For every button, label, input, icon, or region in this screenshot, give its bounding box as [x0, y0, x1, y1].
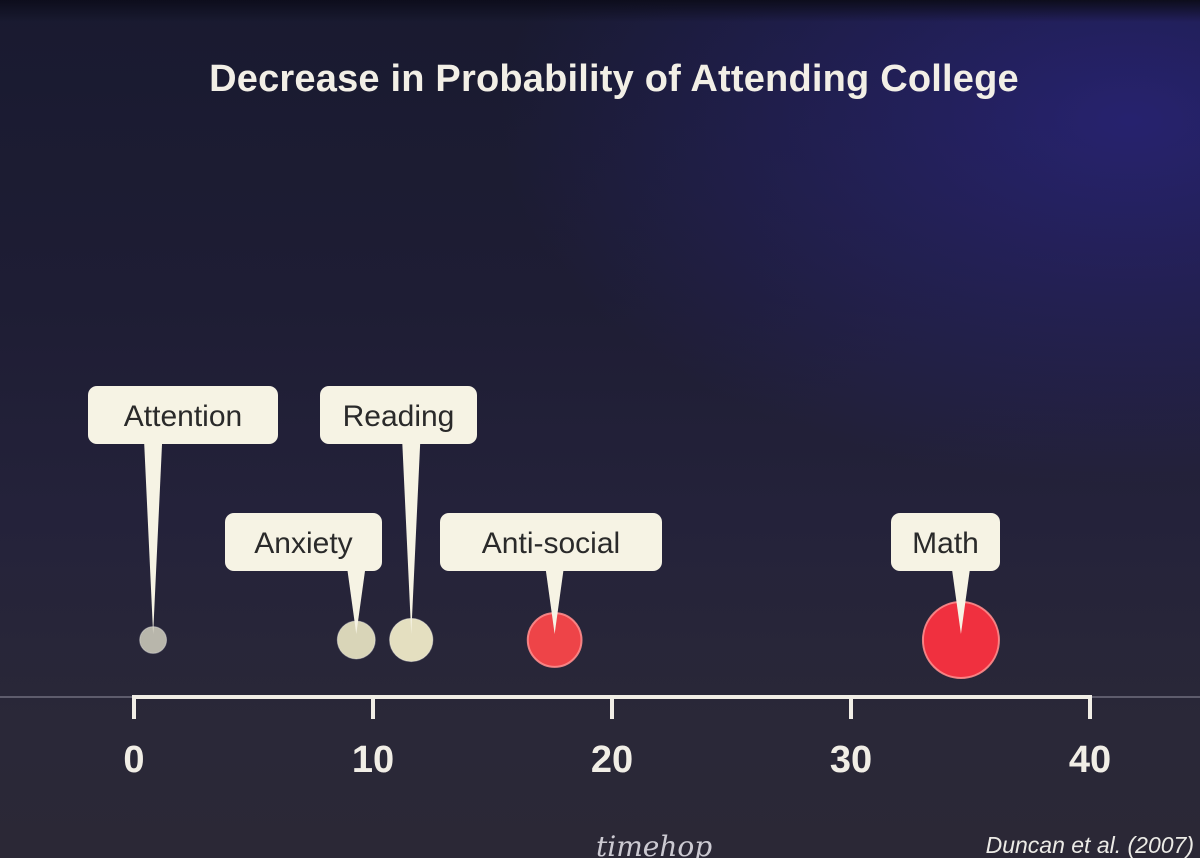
callout-box-reading — [320, 386, 477, 444]
callout-box-attention — [88, 386, 278, 444]
source-citation: Duncan et al. (2007) — [985, 832, 1194, 858]
callout-label-reading: Reading — [343, 400, 455, 433]
x-tick-label-10: 10 — [352, 739, 394, 781]
callout-reading: Reading — [320, 386, 477, 634]
callout-box-anti-social — [440, 513, 662, 571]
x-tick-label-30: 30 — [830, 739, 872, 781]
callout-label-attention: Attention — [124, 400, 242, 433]
callout-pointer-anxiety — [347, 569, 366, 634]
callout-pointer-reading — [402, 442, 421, 634]
screen-top-edge — [0, 0, 1200, 22]
callout-label-math: Math — [912, 527, 979, 560]
callout-attention: Attention — [88, 386, 278, 634]
callout-math: Math — [891, 513, 1000, 634]
callout-label-anti-social: Anti-social — [482, 527, 620, 560]
callout-pointer-attention — [144, 442, 163, 634]
callout-pointer-anti-social — [545, 569, 564, 634]
callout-anxiety: Anxiety — [225, 513, 382, 634]
callout-label-anxiety: Anxiety — [254, 527, 352, 560]
callout-box-math — [891, 513, 1000, 571]
chart-title: Decrease in Probability of Attending Col… — [209, 58, 1019, 100]
x-tick-label-40: 40 — [1069, 739, 1111, 781]
x-tick-label-0: 0 — [123, 739, 144, 781]
callout-anti-social: Anti-social — [440, 513, 662, 634]
timehop-watermark: timehop — [596, 830, 713, 858]
x-tick-label-20: 20 — [591, 739, 633, 781]
callout-pointer-math — [951, 569, 970, 634]
callout-box-anxiety — [225, 513, 382, 571]
